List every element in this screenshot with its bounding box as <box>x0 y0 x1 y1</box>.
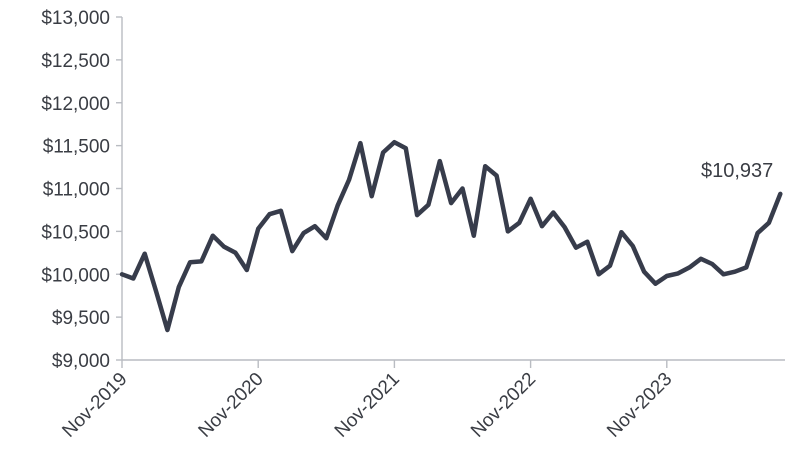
x-tick-label: Nov-2023 <box>603 369 676 442</box>
series-line <box>119 139 783 333</box>
y-axis: $9,000 $9,500 $10,000 $10,500 $11,000 $11,500… <box>41 8 123 372</box>
series-group <box>119 139 783 333</box>
x-axis: Nov-2019 Nov-2020 Nov-2021 Nov-2022 Nov-2023 <box>58 359 785 442</box>
y-tick-label: $12,500 <box>41 51 110 72</box>
y-tick-label: $9,000 <box>52 351 110 372</box>
y-tick-label: $11,500 <box>43 137 110 158</box>
x-tick-label: Nov-2020 <box>195 369 268 442</box>
x-tick-label: Nov-2019 <box>58 369 131 442</box>
x-tick-label: Nov-2021 <box>331 369 404 442</box>
y-tick-label: $11,000 <box>43 180 110 201</box>
y-tick-label: $10,500 <box>41 222 110 243</box>
y-tick-label: $10,000 <box>41 265 110 286</box>
x-tick-label: Nov-2022 <box>467 369 540 442</box>
y-tick-label: $13,000 <box>41 8 110 29</box>
y-tick-label: $9,500 <box>52 308 110 329</box>
y-tick-label: $12,000 <box>41 94 110 115</box>
end-value-label: $10,937 <box>701 160 773 182</box>
